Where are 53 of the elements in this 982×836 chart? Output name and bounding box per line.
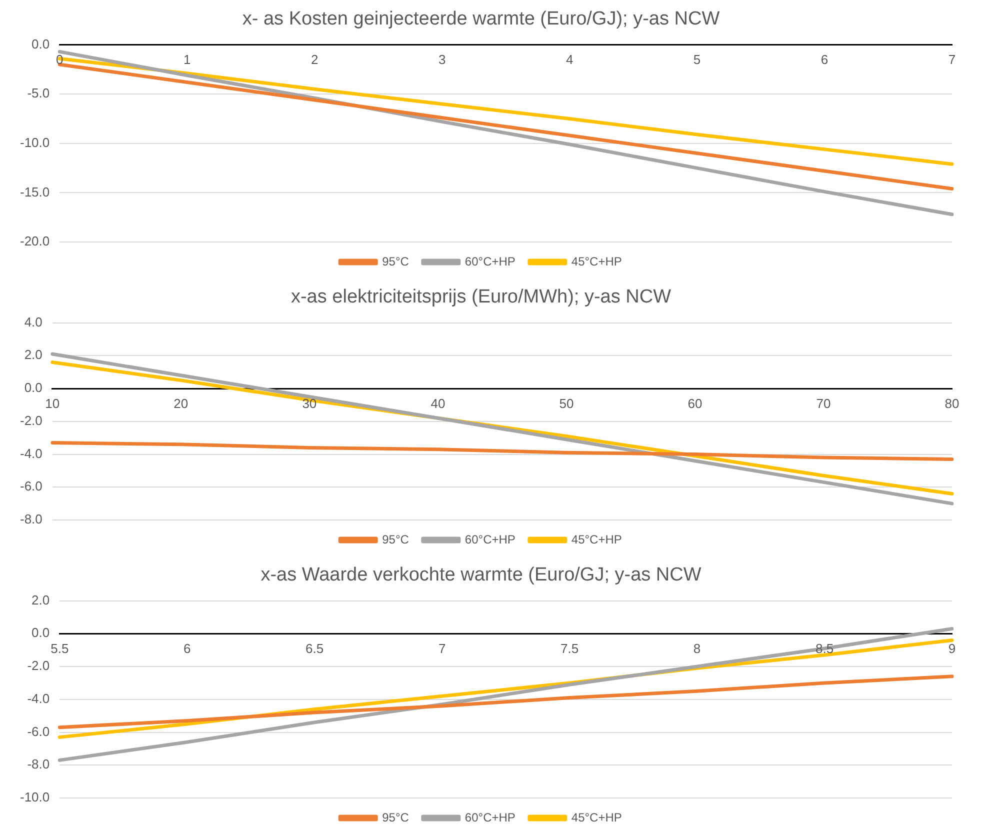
x-tick-label: 50: [559, 396, 574, 411]
legend-label: 45°C+HP: [571, 254, 622, 268]
y-tick-label: -4.0: [20, 446, 42, 461]
legend-label: 45°C+HP: [571, 810, 622, 824]
y-tick-label: 0.0: [24, 380, 42, 396]
legend-label: 60°C+HP: [464, 254, 516, 268]
y-tick-label: -8.0: [27, 756, 50, 772]
x-tick-label: 6.5: [306, 641, 324, 656]
x-tick-label: 7: [438, 641, 446, 656]
chart-title: x- as Kosten geinjecteerde warmte (Euro/GJ); y-as NCW: [242, 8, 720, 30]
x-tick-label: 7: [948, 52, 956, 68]
legend-label: 95°C: [382, 810, 410, 824]
y-tick-label: 4.0: [24, 314, 42, 330]
y-tick-label: -20.0: [20, 234, 50, 249]
y-tick-label: 2.0: [32, 592, 50, 608]
x-tick-label: 2: [310, 52, 318, 68]
y-tick-label: -2.0: [20, 412, 42, 428]
y-tick-label: 0.0: [32, 36, 50, 52]
x-tick-label: 1: [183, 52, 191, 68]
x-tick-label: 6: [820, 52, 828, 68]
y-tick-label: 2.0: [24, 347, 42, 362]
legend-label: 60°C+HP: [464, 810, 516, 824]
y-tick-label: -10.0: [20, 790, 50, 805]
chart-title: x-as Waarde verkochte warmte (Euro/GJ; y-as NCW: [260, 564, 702, 586]
x-tick-label: 9: [948, 641, 956, 656]
x-tick-label: 7.5: [560, 641, 579, 656]
x-tick-label: 8.5: [815, 641, 834, 656]
x-tick-label: 20: [174, 396, 188, 411]
y-tick-label: -6.0: [20, 478, 42, 494]
y-tick-label: -8.0: [20, 512, 42, 527]
legend-label: 60°C+HP: [464, 532, 516, 546]
legend-label: 95°C: [382, 532, 410, 546]
chart-title: x-as elektriciteitsprijs (Euro/MWh); y-as NCW: [290, 286, 672, 308]
x-tick-label: 4: [566, 52, 574, 68]
x-tick-label: 60: [688, 396, 702, 411]
x-tick-label: 40: [430, 396, 446, 411]
x-tick-label: 10: [45, 396, 60, 411]
y-tick-label: -5.0: [27, 86, 50, 101]
y-tick-label: -6.0: [27, 724, 50, 739]
x-tick-label: 5.5: [50, 641, 69, 656]
x-tick-label: 6: [183, 641, 191, 656]
y-tick-label: -4.0: [27, 690, 50, 706]
x-tick-label: 3: [438, 52, 446, 68]
x-tick-label: 80: [944, 396, 960, 411]
x-tick-label: 70: [816, 396, 831, 411]
y-tick-label: -15.0: [20, 184, 50, 200]
y-tick-label: -10.0: [20, 134, 50, 150]
legend-label: 45°C+HP: [571, 532, 622, 546]
x-tick-label: 5: [693, 52, 701, 68]
x-tick-label: 8: [693, 641, 701, 656]
y-tick-label: -2.0: [27, 658, 50, 674]
legend-label: 95°C: [382, 254, 410, 268]
y-tick-label: 0.0: [32, 625, 50, 640]
